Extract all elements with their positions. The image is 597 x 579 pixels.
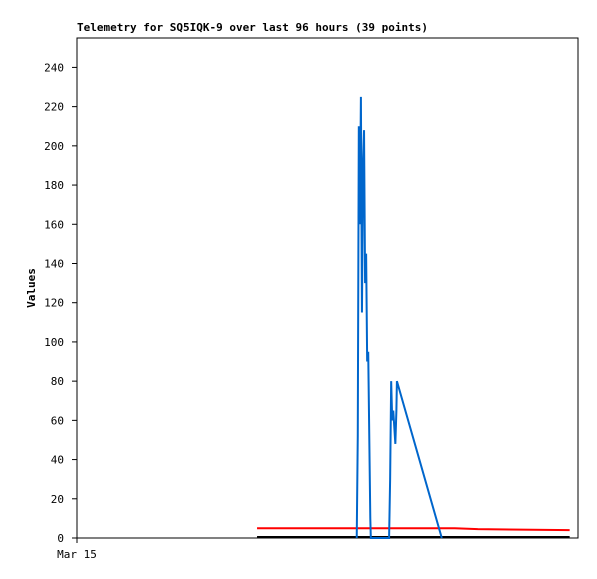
y-tick-label: 120	[44, 297, 64, 310]
y-tick-label: 0	[57, 532, 64, 545]
y-tick-label: 80	[51, 375, 64, 388]
y-tick-label: 200	[44, 140, 64, 153]
y-tick-label: 220	[44, 101, 64, 114]
y-tick-label: 160	[44, 218, 64, 231]
x-tick-label: Mar 15	[57, 548, 97, 561]
y-tick-label: 140	[44, 257, 64, 270]
y-axis-label: Values	[25, 268, 38, 308]
series-line	[355, 96, 443, 539]
y-tick-label: 180	[44, 179, 64, 192]
chart-title: Telemetry for SQ5IQK-9 over last 96 hour…	[77, 21, 428, 34]
y-tick-label: 240	[44, 61, 64, 74]
y-tick-label: 60	[51, 414, 64, 427]
y-tick-label: 40	[51, 454, 64, 467]
y-tick-label: 100	[44, 336, 64, 349]
y-tick-label: 20	[51, 493, 64, 506]
